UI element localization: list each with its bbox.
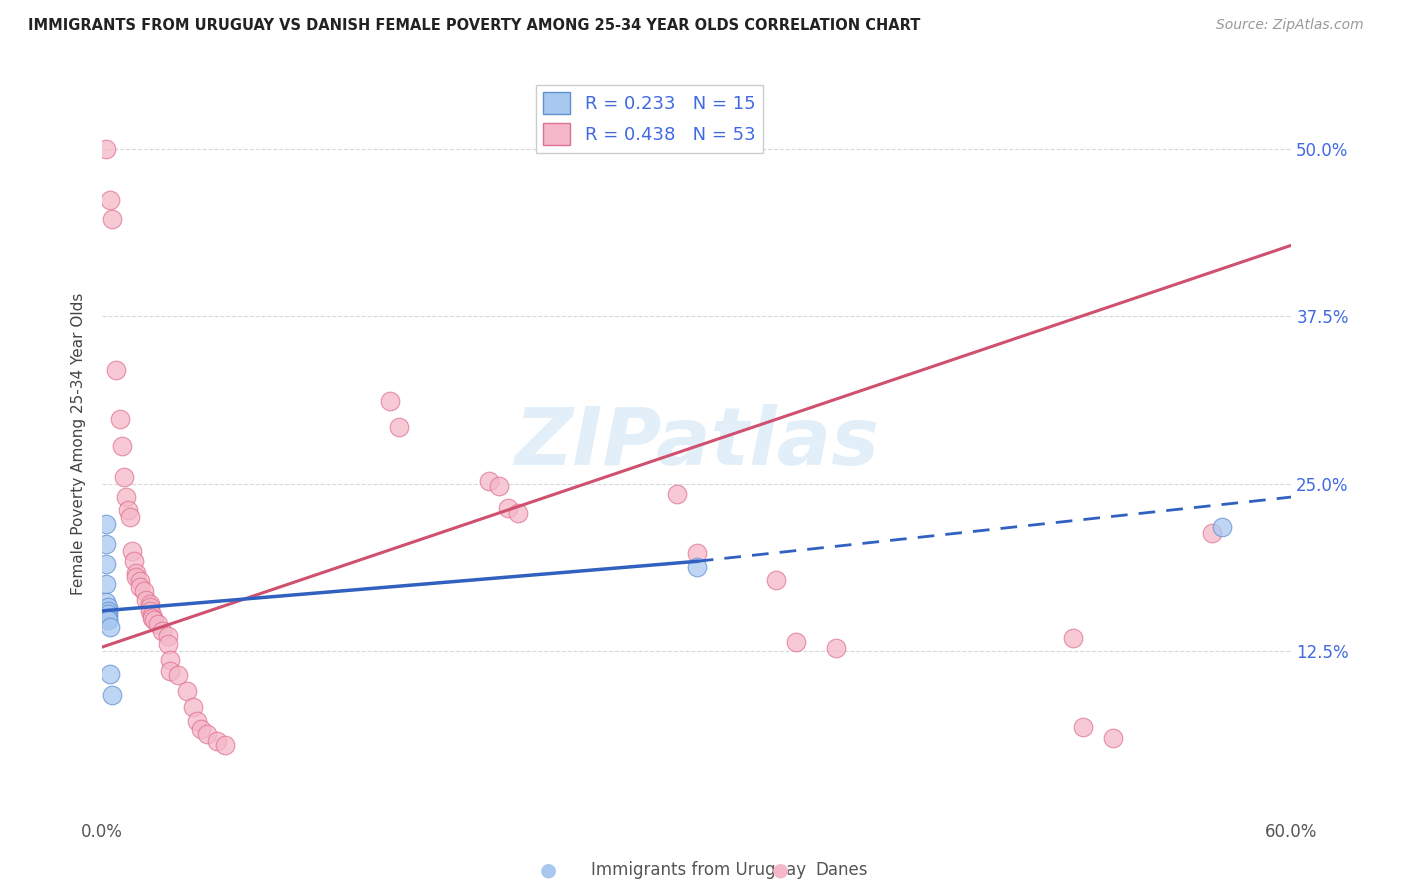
Text: IMMIGRANTS FROM URUGUAY VS DANISH FEMALE POVERTY AMONG 25-34 YEAR OLDS CORRELATI: IMMIGRANTS FROM URUGUAY VS DANISH FEMALE…	[28, 18, 921, 33]
Point	[128, 580, 150, 594]
Point	[166, 668, 188, 682]
Point	[378, 393, 401, 408]
Point	[141, 610, 163, 624]
Text: ●: ●	[540, 860, 557, 880]
Point	[139, 604, 162, 618]
Point	[96, 577, 118, 591]
Point	[508, 506, 530, 520]
Point	[1102, 731, 1125, 745]
Text: ZIPatlas: ZIPatlas	[515, 404, 879, 483]
Point	[139, 599, 162, 614]
Point	[125, 566, 148, 581]
Point	[101, 688, 124, 702]
Point	[101, 211, 124, 226]
Point	[142, 613, 165, 627]
Y-axis label: Female Poverty Among 25-34 Year Olds: Female Poverty Among 25-34 Year Olds	[72, 293, 86, 595]
Point	[478, 474, 501, 488]
Point	[156, 629, 179, 643]
Point	[98, 193, 121, 207]
Point	[105, 363, 128, 377]
Point	[186, 714, 208, 728]
Text: Source: ZipAtlas.com: Source: ZipAtlas.com	[1216, 18, 1364, 32]
Point	[121, 543, 143, 558]
Point	[190, 722, 212, 736]
Point	[195, 727, 218, 741]
Point	[97, 610, 120, 624]
Point	[488, 479, 510, 493]
Point	[205, 733, 228, 747]
Point	[96, 516, 118, 531]
Point	[1062, 631, 1084, 645]
Point	[498, 500, 520, 515]
Point	[97, 599, 120, 614]
Point	[388, 420, 411, 434]
Text: ●: ●	[772, 860, 789, 880]
Point	[150, 624, 173, 638]
Text: Danes: Danes	[815, 861, 868, 879]
Point	[139, 597, 162, 611]
Point	[1071, 720, 1094, 734]
Point	[96, 594, 118, 608]
Point	[214, 738, 236, 752]
Point	[111, 439, 134, 453]
Point	[159, 653, 181, 667]
Point	[97, 607, 120, 621]
Point	[665, 487, 688, 501]
Point	[96, 537, 118, 551]
Point	[112, 470, 135, 484]
Point	[686, 559, 709, 574]
Point	[135, 593, 157, 607]
Legend: R = 0.233   N = 15, R = 0.438   N = 53: R = 0.233 N = 15, R = 0.438 N = 53	[536, 85, 762, 153]
Point	[96, 142, 118, 156]
Point	[183, 700, 205, 714]
Point	[125, 570, 148, 584]
Point	[97, 604, 120, 618]
Point	[96, 557, 118, 571]
Point	[156, 637, 179, 651]
Point	[765, 573, 787, 587]
Point	[176, 684, 198, 698]
Point	[141, 607, 163, 622]
Point	[785, 634, 807, 648]
Point	[686, 546, 709, 560]
Point	[824, 641, 846, 656]
Text: Immigrants from Uruguay: Immigrants from Uruguay	[591, 861, 806, 879]
Point	[118, 510, 141, 524]
Point	[128, 574, 150, 589]
Point	[1201, 526, 1223, 541]
Point	[146, 617, 169, 632]
Point	[117, 503, 139, 517]
Point	[159, 664, 181, 678]
Point	[1211, 519, 1233, 533]
Point	[122, 554, 145, 568]
Point	[98, 620, 121, 634]
Point	[97, 613, 120, 627]
Point	[98, 666, 121, 681]
Point	[115, 490, 138, 504]
Point	[132, 583, 155, 598]
Point	[108, 412, 131, 426]
